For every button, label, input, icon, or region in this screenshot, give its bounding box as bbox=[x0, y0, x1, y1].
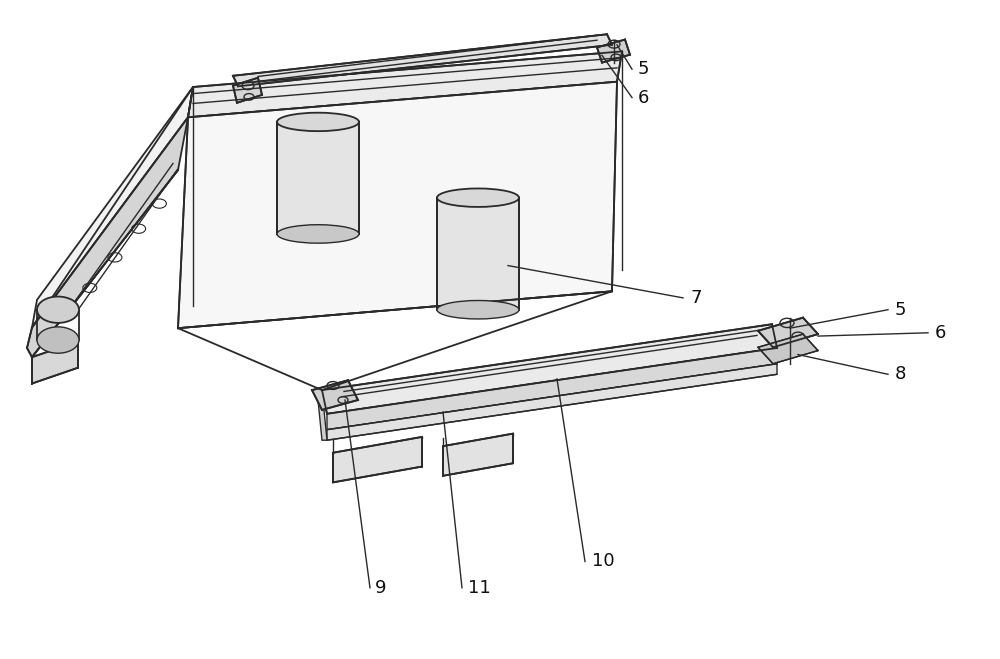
Polygon shape bbox=[327, 364, 777, 440]
Ellipse shape bbox=[37, 297, 79, 323]
Text: 5: 5 bbox=[895, 301, 906, 319]
Ellipse shape bbox=[277, 225, 359, 243]
Text: 10: 10 bbox=[592, 552, 615, 571]
Polygon shape bbox=[27, 117, 188, 357]
Polygon shape bbox=[233, 78, 262, 103]
Polygon shape bbox=[32, 341, 78, 384]
Polygon shape bbox=[188, 51, 622, 117]
Polygon shape bbox=[758, 334, 818, 364]
Polygon shape bbox=[32, 87, 193, 328]
Text: 8: 8 bbox=[895, 365, 906, 384]
Polygon shape bbox=[322, 324, 777, 414]
Ellipse shape bbox=[437, 188, 519, 207]
Ellipse shape bbox=[277, 113, 359, 131]
Polygon shape bbox=[317, 390, 327, 440]
Polygon shape bbox=[277, 122, 359, 234]
Text: 5: 5 bbox=[638, 60, 650, 78]
Polygon shape bbox=[437, 198, 519, 310]
Polygon shape bbox=[233, 34, 612, 86]
Polygon shape bbox=[443, 434, 513, 476]
Polygon shape bbox=[178, 82, 617, 328]
Text: 7: 7 bbox=[690, 289, 702, 307]
Polygon shape bbox=[758, 318, 818, 347]
Polygon shape bbox=[327, 348, 777, 430]
Polygon shape bbox=[597, 40, 630, 63]
Text: 11: 11 bbox=[468, 579, 491, 597]
Text: 6: 6 bbox=[935, 324, 946, 342]
Text: 9: 9 bbox=[375, 579, 386, 597]
Text: 6: 6 bbox=[638, 88, 649, 107]
Polygon shape bbox=[312, 380, 358, 410]
Ellipse shape bbox=[437, 301, 519, 319]
Ellipse shape bbox=[37, 327, 79, 353]
Polygon shape bbox=[333, 437, 422, 482]
